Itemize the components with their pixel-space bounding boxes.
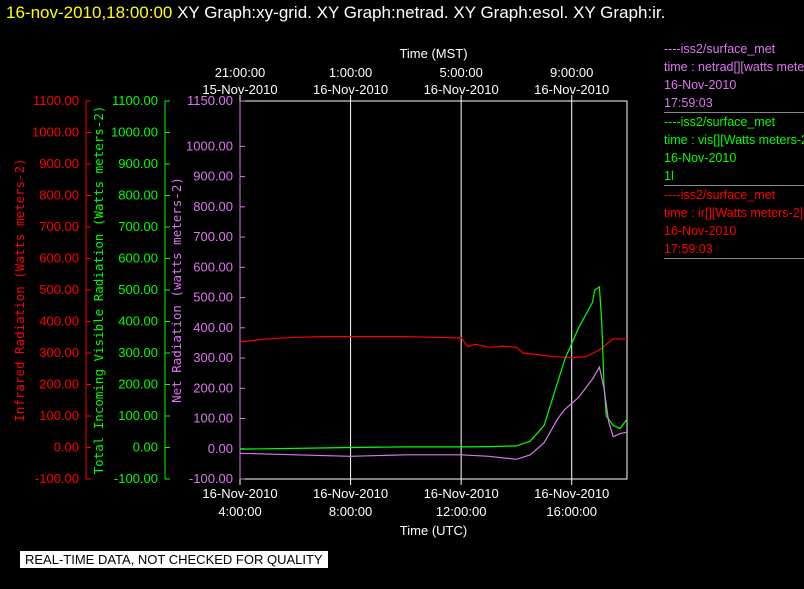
y-tick-label: 400.00 [118, 314, 158, 329]
y-tick-label: 200.00 [193, 380, 233, 395]
legend-entry-line: 16-Nov-2010 [664, 78, 737, 92]
top-axis-title: Time (MST) [399, 46, 467, 61]
y-tick-label: 1000.00 [186, 138, 233, 153]
plot-frame [239, 100, 628, 480]
legend-entry-line: 16-Nov-2010 [664, 151, 737, 165]
y-tick-label: 400.00 [39, 314, 79, 329]
legend-entry-line: ----iss2/surface_met [664, 115, 776, 129]
y-tick-label: 600.00 [39, 251, 79, 266]
series-line-ir [239, 336, 627, 359]
y-tick-label: 500.00 [118, 282, 158, 297]
series-line-vis [239, 285, 628, 450]
legend-entry-line: 17:59:03 [664, 96, 713, 110]
y-tick-label: 600.00 [118, 251, 158, 266]
x-tick-date: 16-Nov-2010 [424, 486, 499, 501]
y-tick-label: 800.00 [118, 188, 158, 203]
x-tick-time: 16:00:00 [546, 504, 597, 519]
y-tick-label: -100.00 [114, 471, 158, 486]
graph-name-ir: XY Graph:ir. [573, 3, 666, 22]
legend-entry-line: ----iss2/surface_met [664, 42, 776, 56]
y-tick-label: 900.00 [39, 156, 79, 171]
y-tick-label: 0.00 [54, 440, 79, 455]
quality-disclaimer: REAL-TIME DATA, NOT CHECKED FOR QUALITY [20, 551, 328, 568]
y-tick-label: 700.00 [118, 219, 158, 234]
x-tick-date: 16-Nov-2010 [534, 486, 609, 501]
y-tick-label: 800.00 [39, 188, 79, 203]
x-tick-date: 16-Nov-2010 [202, 486, 277, 501]
y-tick-label: 100.00 [193, 411, 233, 426]
graph-name-esol: XY Graph:esol. [453, 3, 569, 22]
y-tick-label: 900.00 [118, 156, 158, 171]
y-axis-title: Net Radiation (watts meters-2) [169, 177, 184, 403]
x-axis-title: Time (UTC) [400, 523, 467, 538]
x-tick-time: 12:00:00 [436, 504, 487, 519]
y-tick-label: -100.00 [35, 471, 79, 486]
y-tick-label: 100.00 [118, 408, 158, 423]
y-tick-label: 0.00 [133, 440, 158, 455]
top-tick-time: 1:00:00 [329, 65, 372, 80]
legend-entry-line: time : vis[][Watts meters-2] [664, 133, 804, 147]
y-tick-label: 500.00 [39, 282, 79, 297]
top-tick-date: 16-Nov-2010 [534, 82, 609, 97]
header-title: 16-nov-2010,18:00:00 XY Graph:xy-grid. X… [6, 3, 665, 23]
y-tick-label: -100.00 [189, 471, 233, 486]
y-axis-title: Infrared Radiation (Watts meters-2) [12, 158, 27, 421]
top-tick-date: 15-Nov-2010 [202, 82, 277, 97]
y-tick-label: 700.00 [193, 229, 233, 244]
y-tick-label: 300.00 [193, 350, 233, 365]
y-tick-label: 1150.00 [187, 93, 233, 108]
legend-entry-line: 16-Nov-2010 [664, 224, 737, 238]
x-tick-time: 8:00:00 [329, 504, 372, 519]
y-tick-label: 700.00 [39, 219, 79, 234]
legend-entry-line: 1l [664, 169, 674, 183]
y-tick-label: 1100.00 [112, 93, 158, 108]
y-tick-label: 0.00 [208, 441, 233, 456]
legend-entry-line: 17:59:03 [664, 242, 713, 256]
top-tick-time: 5:00:00 [439, 65, 482, 80]
y-tick-label: 200.00 [39, 377, 79, 392]
y-tick-label: 400.00 [193, 320, 233, 335]
y-axis-title: Total Incoming Visible Radiation (Watts … [91, 106, 106, 475]
y-tick-label: 500.00 [193, 290, 233, 305]
y-tick-label: 900.00 [193, 169, 233, 184]
y-tick-label: 800.00 [193, 199, 233, 214]
graph-name-xy-grid: XY Graph:xy-grid. [177, 3, 312, 22]
y-tick-label: 600.00 [193, 259, 233, 274]
top-tick-date: 16-Nov-2010 [313, 82, 388, 97]
graph-name-netrad: XY Graph:netrad. [316, 3, 449, 22]
x-tick-date: 16-Nov-2010 [313, 486, 388, 501]
legend-entry-line: ----iss2/surface_met [664, 188, 776, 202]
legend-entry-line: time : netrad[][watts meters-2] [664, 60, 804, 74]
top-tick-date: 16-Nov-2010 [424, 82, 499, 97]
y-tick-label: 100.00 [39, 408, 79, 423]
header-timestamp: 16-nov-2010,18:00:00 [6, 3, 173, 22]
top-tick-time: 21:00:00 [215, 65, 266, 80]
x-tick-time: 4:00:00 [218, 504, 261, 519]
y-tick-label: 300.00 [118, 345, 158, 360]
top-tick-time: 9:00:00 [550, 65, 593, 80]
y-tick-label: 1100.00 [33, 93, 79, 108]
y-tick-label: 1000.00 [32, 125, 79, 140]
y-tick-label: 1000.00 [111, 125, 158, 140]
series-line-netrad [239, 365, 628, 460]
y-tick-label: 200.00 [118, 377, 158, 392]
y-tick-label: 300.00 [39, 345, 79, 360]
legend-entry-line: time : ir[][Watts meters-2] [664, 206, 804, 220]
